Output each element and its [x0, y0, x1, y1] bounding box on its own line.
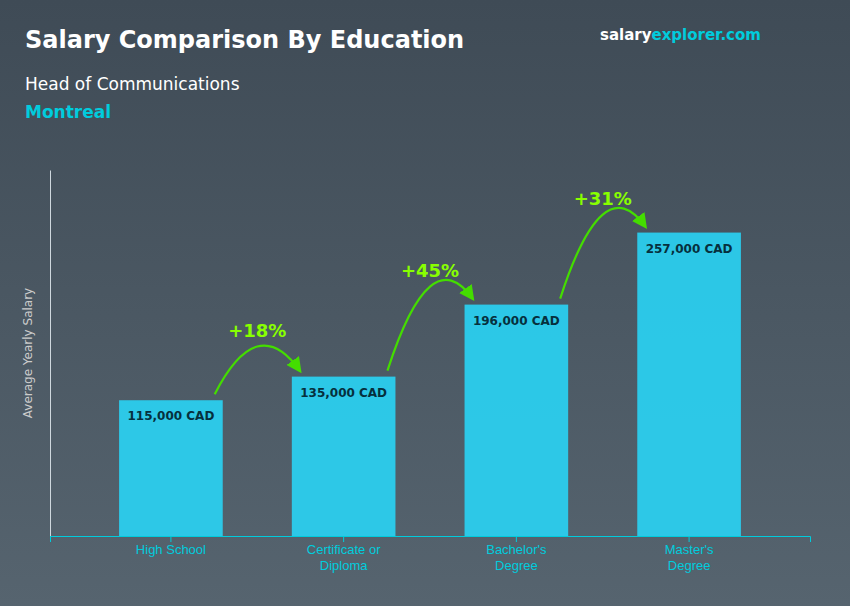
x-tick-mark [170, 536, 171, 542]
watermark-part: salary [600, 26, 652, 44]
y-axis-title: Average Yearly Salary [21, 288, 35, 418]
data-labels: 115,000 CAD 135,000 CAD 196,000 CAD 257,000… [127, 242, 732, 424]
x-tick-label: High School [136, 542, 206, 557]
x-tick-label: Master'sDegree [665, 542, 714, 573]
bar [119, 400, 223, 536]
change-label: +31% [574, 188, 632, 209]
x-tick-label-line: Bachelor's [486, 542, 547, 557]
x-axis: High School Certificate orDiploma Bachelor… [51, 536, 811, 573]
bars [119, 233, 741, 536]
y-axis-line [50, 171, 51, 537]
annotations: +18% +45% +31% [215, 188, 646, 395]
x-tick-mark [343, 536, 344, 542]
x-tick-mark [689, 536, 690, 542]
bar [465, 305, 569, 536]
subtitle: Head of Communications [25, 74, 240, 94]
data-label: 196,000 CAD [473, 314, 560, 328]
watermark: salaryexplorer.com [600, 26, 761, 44]
x-tick-label-line: Master's [665, 542, 714, 557]
x-tick-label: Certificate orDiploma [307, 542, 381, 573]
x-tick-label-line: High School [136, 542, 206, 557]
change-label: +18% [228, 320, 286, 341]
x-tick-mark [516, 536, 517, 542]
bar [292, 377, 396, 536]
x-tick-label-line: Degree [495, 558, 538, 573]
change-arrow [560, 208, 645, 299]
chart: Salary Comparison By Education Head of Co… [0, 0, 850, 606]
x-tick: Bachelor'sDegree [486, 536, 547, 573]
change-arrow [215, 346, 300, 395]
subtitle: Montreal [25, 102, 111, 122]
x-tick: Master'sDegree [665, 536, 714, 573]
x-tick-label-line: Degree [668, 558, 711, 573]
background [0, 0, 850, 606]
data-label: 135,000 CAD [300, 386, 387, 400]
x-axis-line [51, 537, 811, 543]
change-arrow [387, 280, 472, 371]
watermark-part: explorer [652, 26, 724, 44]
change-label: +45% [401, 260, 459, 281]
y-axis [50, 171, 51, 537]
data-label: 115,000 CAD [127, 409, 214, 423]
x-tick-label: Bachelor'sDegree [486, 542, 547, 573]
watermark-part: .com [720, 26, 761, 44]
x-tick: Certificate orDiploma [307, 536, 381, 573]
data-label: 257,000 CAD [646, 242, 733, 256]
title: Salary Comparison By Education [25, 26, 464, 54]
x-tick: High School [136, 536, 206, 557]
x-tick-label-line: Diploma [320, 558, 368, 573]
bar [637, 233, 741, 536]
x-tick-label-line: Certificate or [307, 542, 381, 557]
